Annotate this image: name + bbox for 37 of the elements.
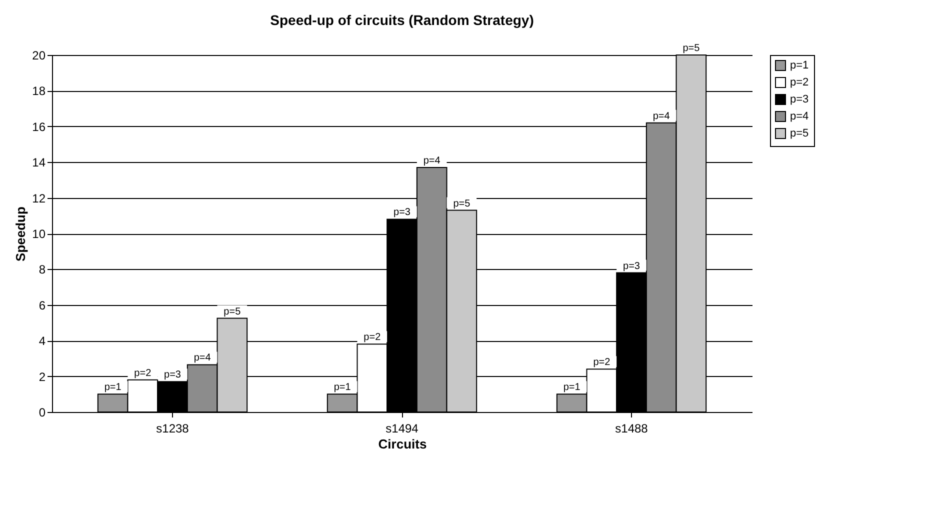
text: p=4: [652, 110, 670, 122]
text: p=5: [224, 306, 241, 318]
text: p=2: [364, 332, 381, 344]
text: p=2: [593, 357, 610, 368]
text: p=5: [453, 198, 470, 210]
text: p=4: [423, 155, 440, 166]
y-tick-label: 4: [38, 334, 46, 348]
x-tick-label: s1488: [615, 422, 648, 436]
x-axis-title: Circuits: [378, 436, 427, 452]
chart-title: Speed-up of circuits (Random Strategy): [270, 12, 534, 28]
y-tick-label: 12: [32, 191, 46, 206]
y-tick-label: 0: [38, 406, 46, 420]
y-tick-label: 6: [38, 298, 46, 312]
legend-label: p=4: [790, 110, 809, 122]
text: p=3: [394, 207, 410, 218]
text: p=2: [134, 368, 152, 379]
text: p=1: [104, 382, 122, 394]
x-tick-label: s1494: [386, 422, 419, 436]
legend-label: p=5: [790, 128, 809, 140]
text: p=1: [334, 382, 351, 394]
y-tick-label: 8: [38, 262, 46, 277]
y-tick-label: 18: [32, 84, 46, 98]
y-tick-label: 20: [32, 48, 46, 62]
x-tick-label: s1238: [156, 422, 190, 436]
text: p=1: [563, 382, 580, 394]
y-tick-label: 2: [38, 370, 46, 384]
text: p=4: [194, 352, 211, 364]
y-tick-label: 10: [32, 227, 46, 241]
y-tick-label: 16: [32, 120, 46, 134]
legend-label: p=2: [790, 76, 809, 88]
text: p=3: [164, 370, 181, 381]
text: p=5: [682, 43, 700, 54]
legend-label: p=1: [790, 60, 809, 72]
y-axis-title: Speedup: [13, 206, 28, 262]
y-tick-label: 14: [32, 156, 46, 170]
legend-label: p=3: [790, 94, 809, 106]
text: p=3: [623, 260, 640, 272]
